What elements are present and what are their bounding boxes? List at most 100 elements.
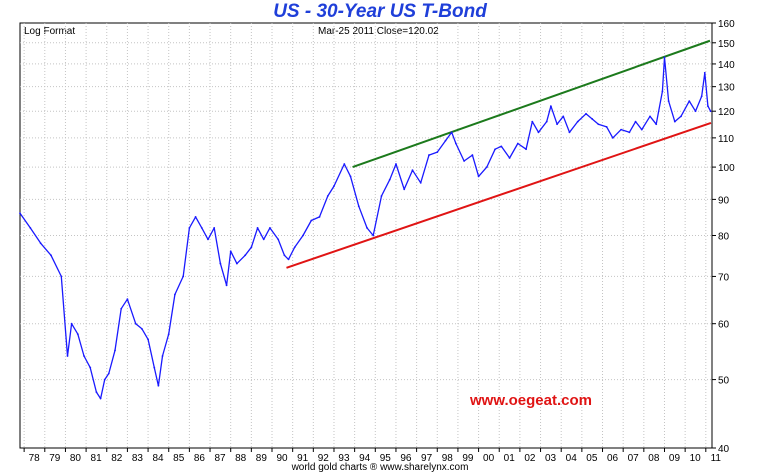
price-point <box>655 123 658 126</box>
price-point <box>66 355 69 357</box>
price-point <box>250 246 253 249</box>
x-tick-label: 83 <box>132 453 144 464</box>
price-point <box>436 151 439 154</box>
y-tick-label: 80 <box>718 232 730 243</box>
x-tick-label: 97 <box>421 453 433 464</box>
price-point <box>634 120 637 123</box>
price-point <box>89 366 92 369</box>
price-point <box>531 120 534 123</box>
y-tick-label: 110 <box>718 134 734 145</box>
price-point <box>174 293 176 296</box>
price-point <box>287 258 290 261</box>
price-point <box>463 160 466 162</box>
price-point <box>568 131 571 134</box>
price-point <box>50 254 52 257</box>
x-tick-label: 82 <box>111 453 123 464</box>
price-point <box>95 391 98 394</box>
price-point <box>585 112 587 115</box>
price-point <box>450 131 453 134</box>
chart-title: US - 30-Year US T-Bond <box>273 1 487 22</box>
price-point <box>219 262 222 265</box>
price-point <box>380 195 383 197</box>
price-point <box>70 322 73 325</box>
x-tick-label: 85 <box>173 453 185 464</box>
price-point <box>508 157 511 159</box>
price-point <box>188 227 191 229</box>
price-point <box>200 227 203 229</box>
price-point <box>283 254 286 257</box>
price-point <box>661 90 664 93</box>
price-point <box>161 355 164 357</box>
price-point <box>310 219 313 222</box>
price-point <box>19 212 21 215</box>
price-series-line <box>19 56 712 400</box>
price-point <box>454 142 457 145</box>
y-tick-label: 150 <box>718 39 735 50</box>
price-point <box>620 128 623 131</box>
price-point <box>649 115 651 118</box>
x-tick-label: 88 <box>235 453 247 464</box>
price-point <box>207 238 209 241</box>
y-tick-label: 120 <box>718 107 735 118</box>
price-point <box>556 123 558 126</box>
price-point <box>703 71 706 74</box>
watermark-text: www.oegeat.com <box>469 392 592 409</box>
price-point <box>293 246 296 249</box>
price-point <box>60 275 63 278</box>
price-point <box>76 333 79 335</box>
price-point <box>83 355 85 357</box>
price-point <box>597 123 600 126</box>
price-point <box>444 139 447 142</box>
price-point <box>471 154 474 156</box>
price-point <box>235 262 238 265</box>
x-tick-label: 78 <box>29 453 41 464</box>
price-point <box>107 372 110 375</box>
price-point <box>403 188 406 191</box>
price-point <box>349 175 352 178</box>
x-tick-label: 09 <box>669 453 681 464</box>
footer-credit: world gold charts ® www.sharelynx.com <box>291 462 469 473</box>
price-point <box>709 110 712 113</box>
price-point <box>477 175 480 178</box>
x-tick-label: 79 <box>49 453 61 464</box>
x-tick-label: 91 <box>297 453 309 464</box>
x-tick-label: 05 <box>586 453 598 464</box>
price-point <box>318 216 321 218</box>
x-tick-label: 08 <box>648 453 660 464</box>
price-point <box>688 100 691 103</box>
x-tick-label: 84 <box>153 453 165 464</box>
price-point <box>428 154 430 156</box>
price-point <box>494 148 497 151</box>
price-point <box>673 120 676 123</box>
price-point <box>419 181 422 184</box>
price-point <box>269 227 271 229</box>
x-tick-label: 07 <box>628 453 640 464</box>
price-point <box>366 227 368 229</box>
x-tick-label: 02 <box>524 453 536 464</box>
price-point <box>372 234 375 237</box>
x-tick-label: 00 <box>483 453 495 464</box>
price-point <box>256 227 259 229</box>
x-tick-label: 92 <box>318 453 330 464</box>
x-tick-label: 04 <box>566 453 578 464</box>
price-point <box>549 105 552 108</box>
x-tick-label: 95 <box>380 453 392 464</box>
x-tick-label: 86 <box>194 453 206 464</box>
price-point <box>395 163 397 165</box>
price-point <box>244 254 247 257</box>
close-info-label: Mar-25 2011 Close=120.02 <box>318 26 439 37</box>
price-point <box>213 227 216 229</box>
price-point <box>388 178 391 181</box>
price-point <box>114 349 116 352</box>
x-tick-label: 06 <box>607 453 619 464</box>
y-tick-label: 100 <box>718 163 735 174</box>
price-point <box>628 131 631 134</box>
y-tick-label: 140 <box>718 60 735 71</box>
price-point <box>562 115 565 118</box>
price-point <box>611 136 614 139</box>
price-point <box>103 378 106 381</box>
x-tick-label: 01 <box>504 453 516 464</box>
x-tick-label: 96 <box>400 453 412 464</box>
y-tick-label: 130 <box>718 83 735 94</box>
